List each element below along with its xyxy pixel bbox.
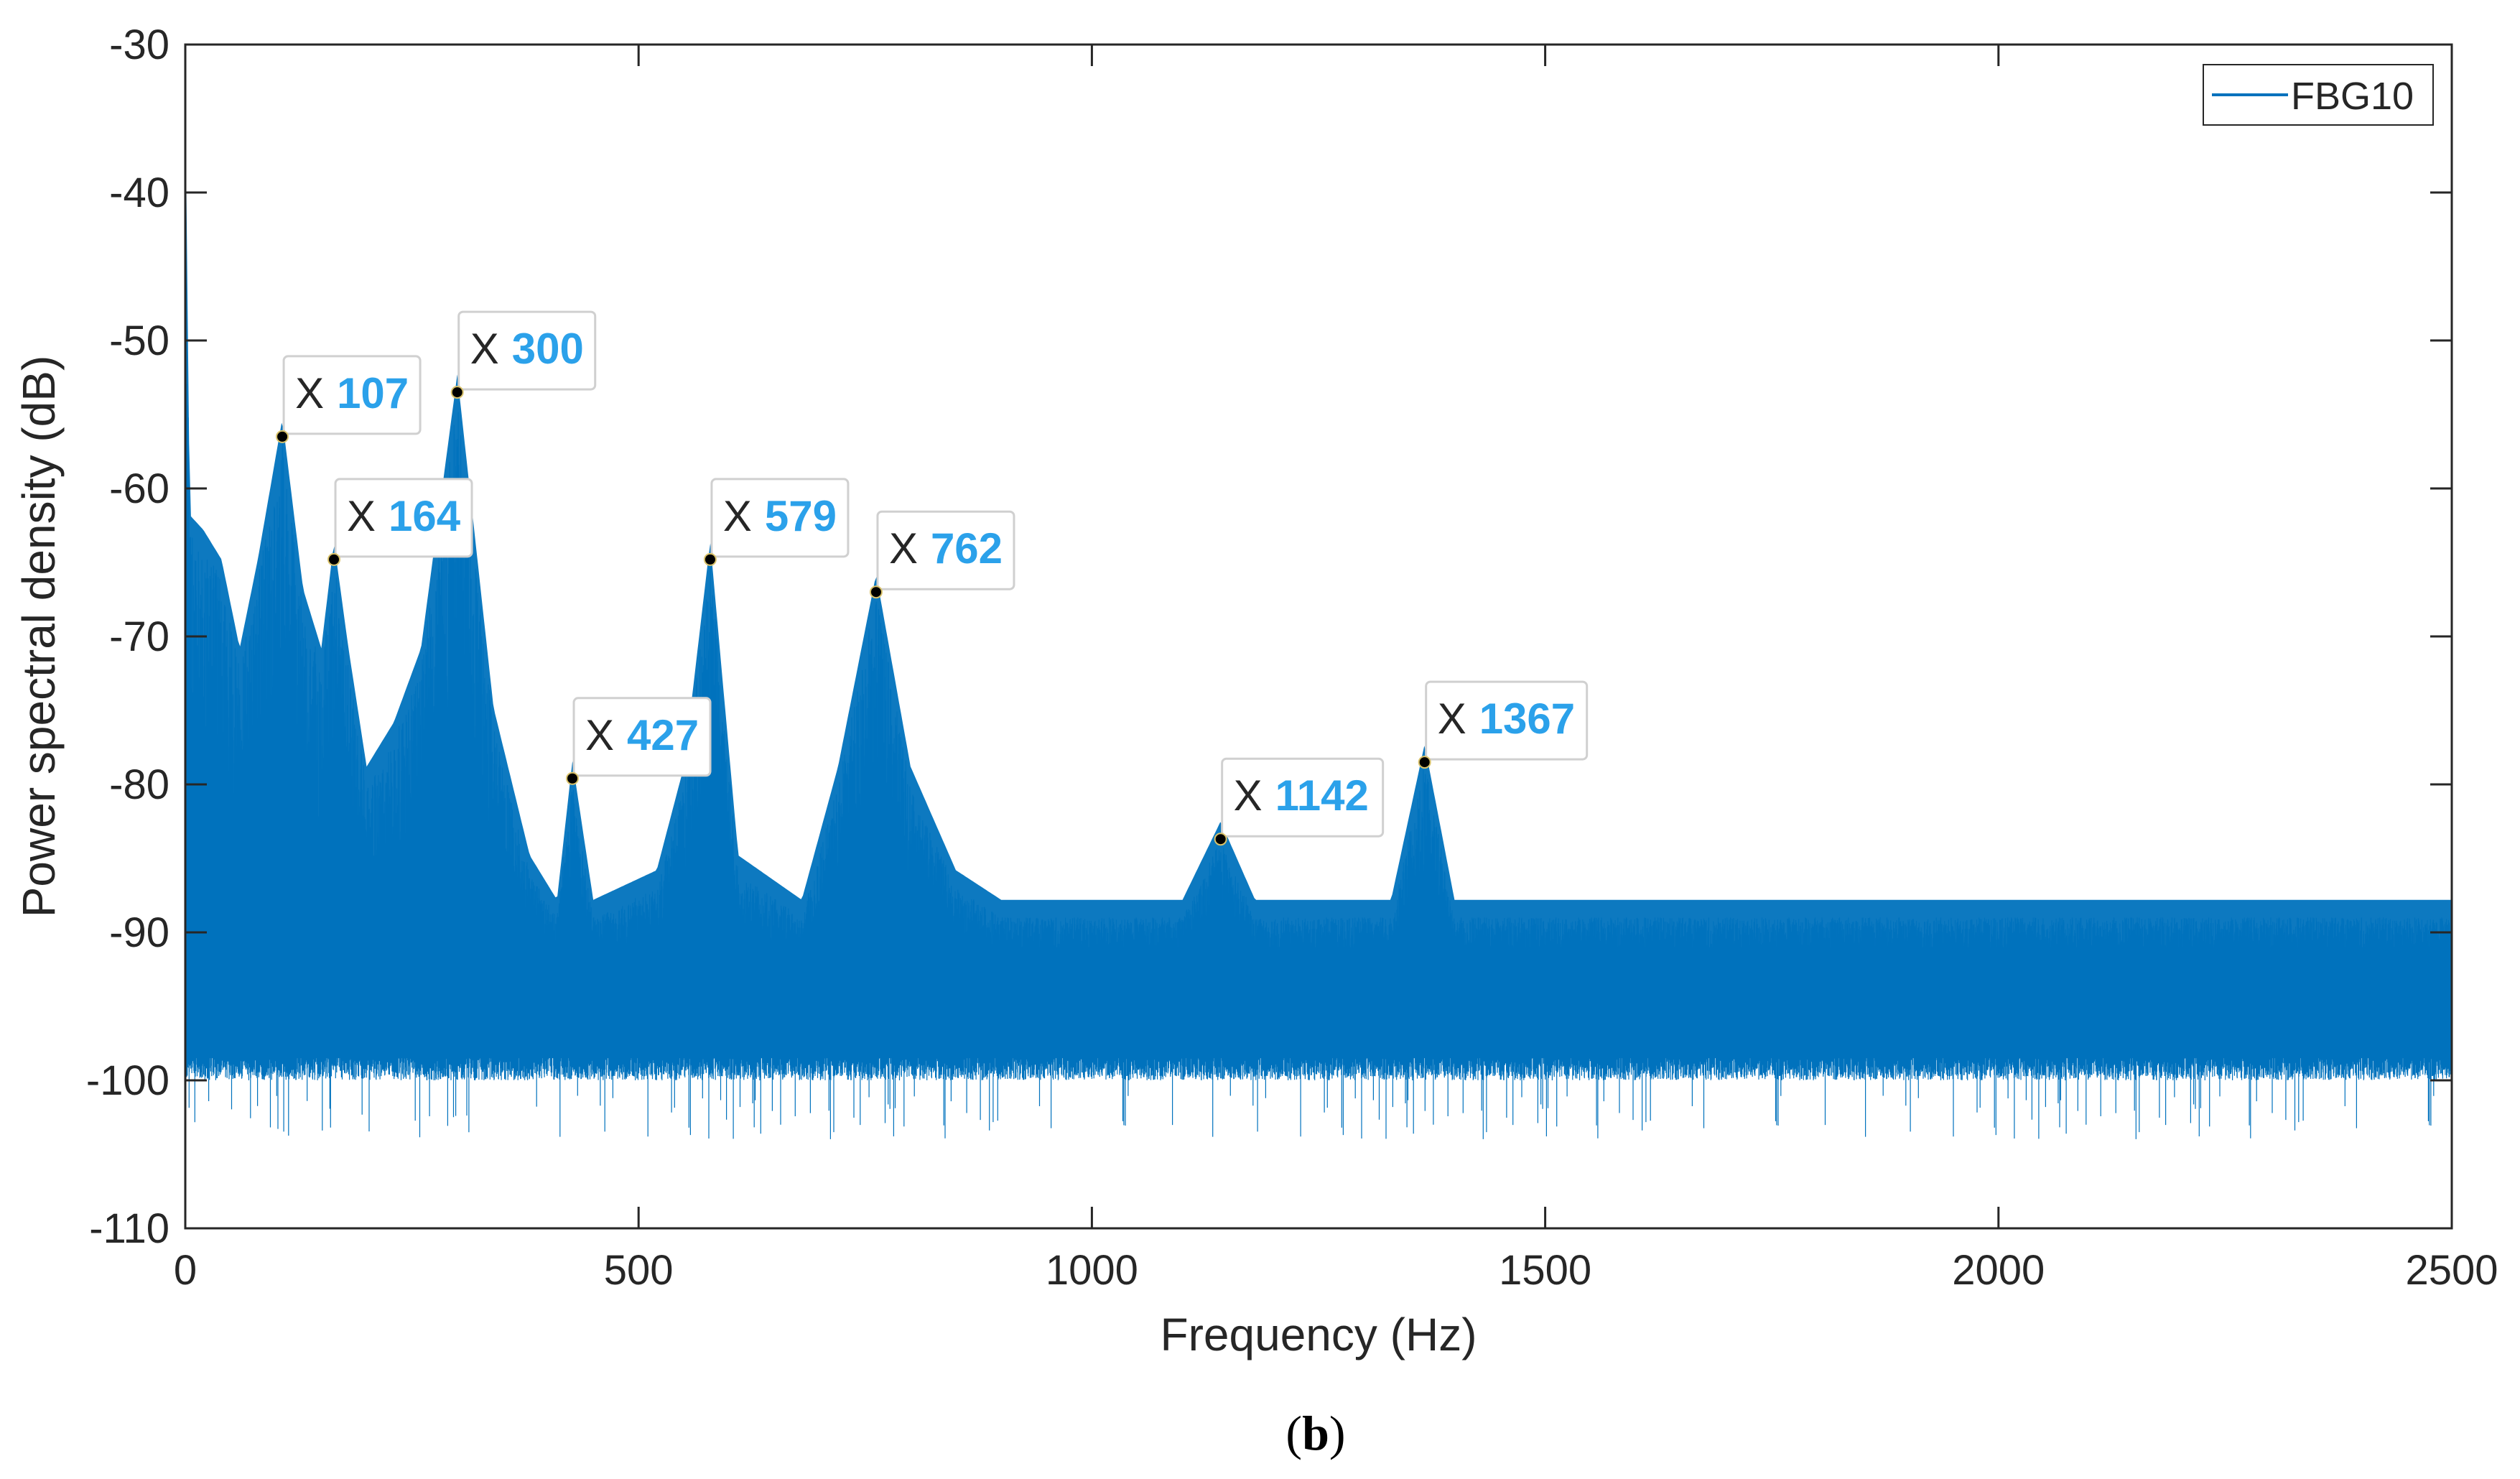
series-fbg10-peaks — [185, 85, 2452, 1007]
panel-label-open: ( — [1285, 1406, 1302, 1460]
datatip-x-label: X — [1234, 771, 1263, 820]
datatip-762: X 762 — [869, 510, 1015, 599]
plot-area — [185, 85, 2452, 1139]
datatip-box — [1221, 757, 1385, 838]
datatip-marker — [566, 771, 580, 785]
x-tick-label: 0 — [174, 1247, 197, 1294]
datatip-marker — [1418, 756, 1431, 769]
datatip-marker — [327, 552, 341, 566]
datatip-x-label: X — [585, 711, 614, 759]
datatip-107: X 107 — [276, 355, 422, 443]
datatip-x-label: X — [470, 325, 499, 373]
datatip-value: 579 — [765, 492, 837, 540]
datatip-box — [1425, 680, 1589, 761]
axis-ticks: 0 500 1000 1500 2000 2500 -30 -40 -50 -60 -70 -80 -9… — [86, 22, 2498, 1294]
datatip-427: X 427 — [566, 697, 712, 785]
datatip-box — [457, 310, 597, 391]
y-axis-label: Power spectral density (dB) — [13, 356, 65, 918]
datatip-marker — [450, 386, 464, 399]
datatip-value: 300 — [512, 325, 584, 373]
x-tick-label: 1000 — [1046, 1247, 1138, 1294]
datatip-1142: X 1142 — [1214, 757, 1385, 846]
x-tick-label: 2000 — [1952, 1247, 2045, 1294]
legend-entry-fbg10: FBG10 — [2291, 75, 2414, 118]
datatip-x-label: X — [723, 492, 752, 540]
datatip-marker — [703, 552, 717, 566]
datatip-value: 1367 — [1479, 695, 1575, 743]
y-tick-label: -100 — [86, 1057, 169, 1104]
x-tick-label: 1500 — [1499, 1247, 1591, 1294]
datatip-579: X 579 — [703, 478, 850, 566]
datatip-box — [334, 478, 473, 558]
y-tick-label: -30 — [109, 22, 169, 68]
datatip-value: 427 — [627, 711, 699, 759]
datatip-box — [572, 697, 712, 777]
datatip-value: 1142 — [1275, 771, 1369, 820]
datatip-x-label: X — [889, 524, 918, 572]
datatip-value: 164 — [389, 492, 461, 540]
datatip-300: X 300 — [450, 310, 597, 399]
datatip-value: 762 — [931, 524, 1003, 572]
datatip-marker — [276, 430, 289, 443]
x-tick-label: 2500 — [2405, 1247, 2498, 1294]
y-tick-label: -110 — [89, 1205, 169, 1252]
y-tick-label: -90 — [109, 909, 169, 956]
y-tick-label: -80 — [109, 761, 169, 808]
datatip-164: X 164 — [327, 478, 473, 566]
datatip-box — [710, 478, 850, 558]
datatip-value: 107 — [337, 369, 409, 417]
datatip-marker — [869, 585, 883, 599]
datatip-box — [876, 510, 1015, 590]
x-tick-label: 500 — [604, 1247, 674, 1294]
panel-label-letter: b — [1302, 1406, 1329, 1460]
y-tick-label: -40 — [109, 170, 169, 216]
x-axis-label: Frequency (Hz) — [1161, 1309, 1477, 1360]
y-tick-label: -70 — [109, 613, 169, 660]
datatip-box — [282, 355, 422, 435]
y-tick-label: -50 — [109, 317, 169, 364]
legend: FBG10 — [2203, 64, 2434, 126]
datatip-x-label: X — [347, 492, 376, 540]
datatip-x-label: X — [295, 369, 324, 417]
panel-label-close: ) — [1329, 1406, 1346, 1460]
datatip-x-label: X — [1438, 695, 1466, 743]
datatip-1367: X 1367 — [1418, 680, 1589, 769]
datatip-marker — [1214, 833, 1227, 846]
panel-label: (b) — [1285, 1406, 1345, 1460]
y-tick-label: -60 — [109, 465, 169, 512]
